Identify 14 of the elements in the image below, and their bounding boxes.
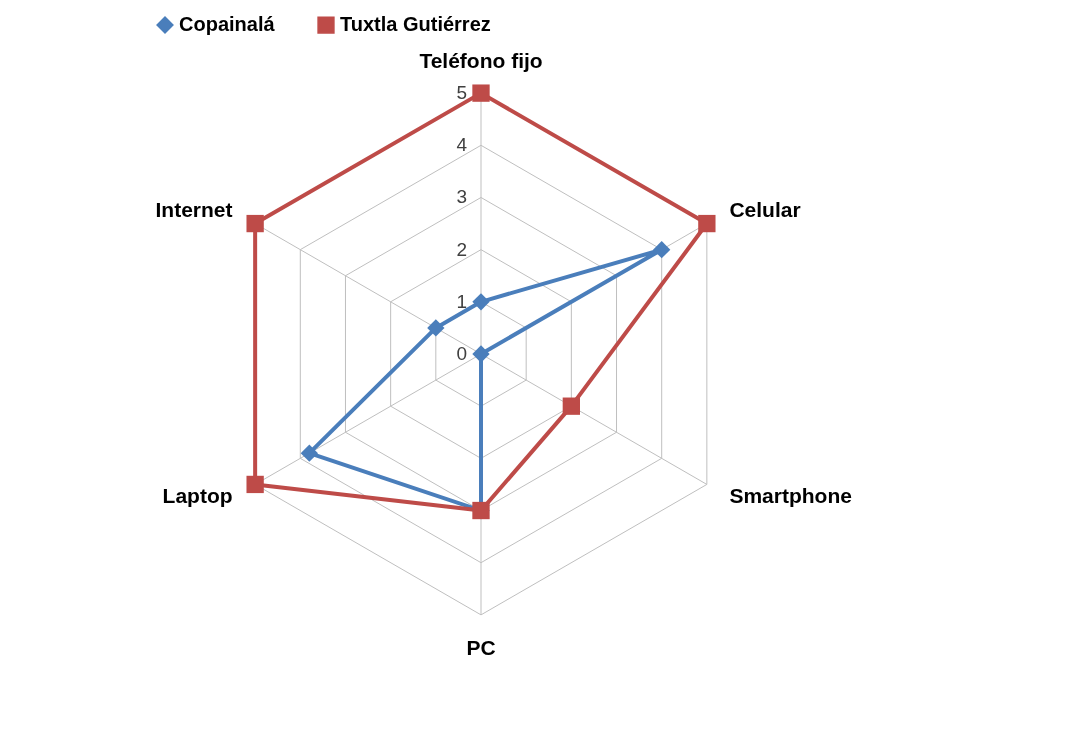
y-tick-label: 3 — [456, 186, 467, 208]
y-tick-label: 5 — [456, 82, 467, 104]
spoke-label: Celular — [729, 197, 801, 221]
y-tick-label: 1 — [456, 290, 467, 312]
y-tick-label: 0 — [456, 343, 467, 364]
spoke-label: Internet — [155, 197, 233, 221]
y-tick-label: 4 — [456, 134, 468, 156]
legend-label: Copainalá — [179, 13, 276, 36]
legend-label: Tuxtla Gutiérrez — [340, 13, 491, 36]
spoke-label: PC — [466, 635, 496, 659]
spoke-label: Smartphone — [729, 484, 852, 508]
spoke-label: Teléfono fijo — [419, 48, 543, 72]
spoke-label: Laptop — [162, 484, 233, 508]
y-tick-label: 2 — [456, 238, 467, 260]
